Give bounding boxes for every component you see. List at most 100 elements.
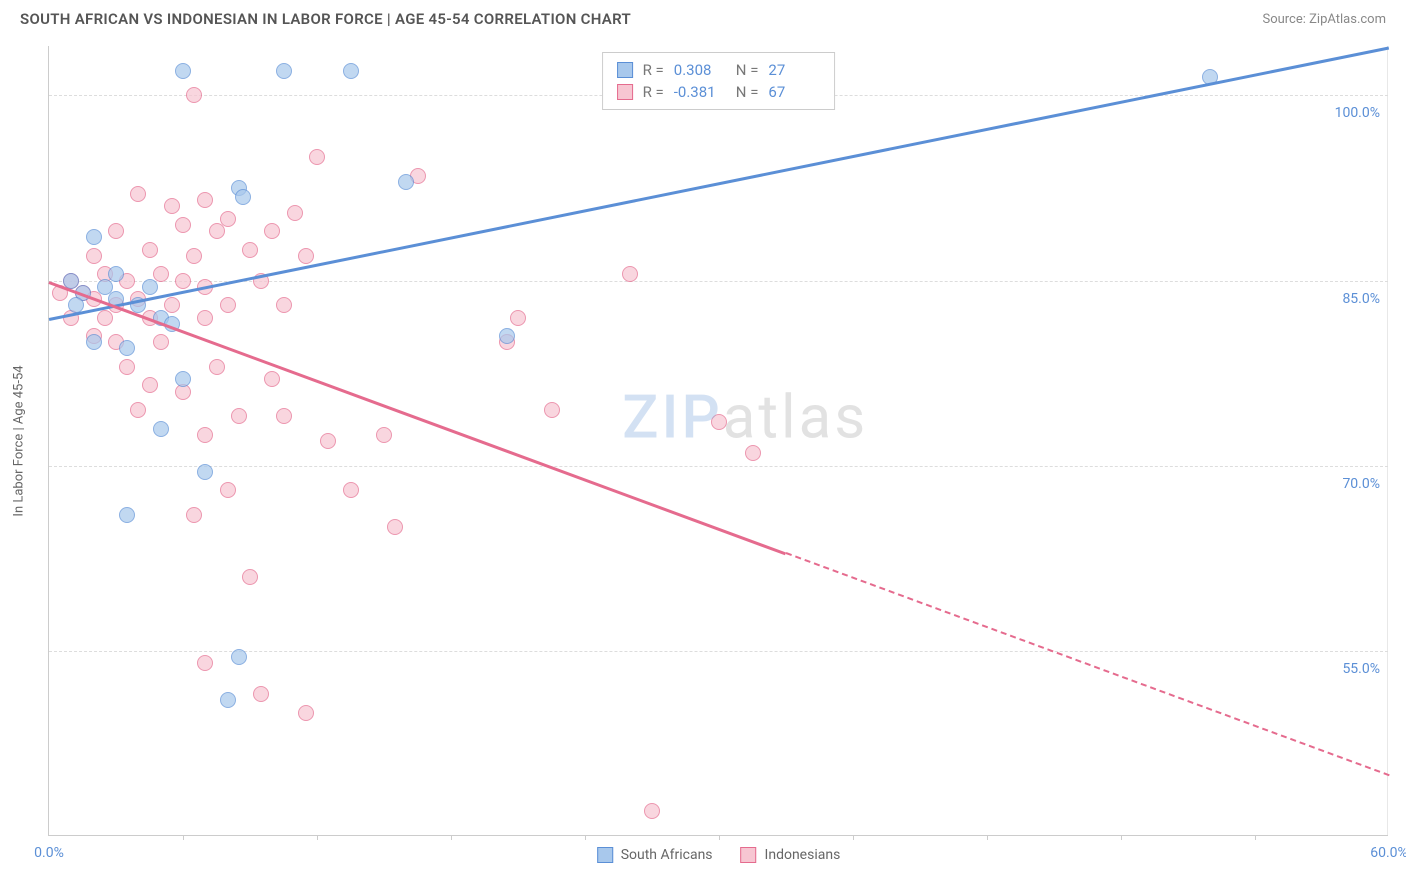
y-tick-label: 70.0% [1342, 476, 1380, 492]
right-border [1387, 46, 1388, 835]
scatter-point-indonesians [287, 205, 303, 221]
scatter-point-indonesians [220, 482, 236, 498]
scatter-point-indonesians [387, 519, 403, 535]
stats-row-south-africans: R = 0.308 N = 27 [617, 59, 821, 81]
x-minor-tick [585, 835, 586, 840]
grid-line [49, 281, 1388, 282]
scatter-point-indonesians [644, 803, 660, 819]
trend-line-extrapolated [786, 552, 1390, 776]
chart-plot-area: 100.0%85.0%70.0%55.0% ZIPatlas In Labor … [48, 46, 1388, 836]
scatter-point-indonesians [376, 427, 392, 443]
scatter-point-indonesians [242, 242, 258, 258]
swatch-south-africans [617, 62, 633, 78]
scatter-point-indonesians [209, 223, 225, 239]
scatter-point-indonesians [175, 273, 191, 289]
grid-line [49, 466, 1388, 467]
y-tick-label: 85.0% [1342, 291, 1380, 307]
scatter-point-south_africans [231, 649, 247, 665]
scatter-point-south_africans [398, 174, 414, 190]
scatter-point-indonesians [197, 655, 213, 671]
legend-item-indonesians: Indonesians [741, 847, 841, 863]
scatter-point-south_africans [86, 334, 102, 350]
scatter-point-south_africans [220, 692, 236, 708]
legend-swatch-indonesians [741, 847, 757, 863]
scatter-point-south_africans [499, 328, 515, 344]
chart-header: SOUTH AFRICAN VS INDONESIAN IN LABOR FOR… [0, 0, 1406, 34]
y-axis-label: In Labor Force | Age 45-54 [12, 365, 27, 516]
scatter-point-indonesians [130, 402, 146, 418]
scatter-point-indonesians [343, 482, 359, 498]
scatter-point-indonesians [153, 334, 169, 350]
scatter-point-indonesians [130, 186, 146, 202]
chart-title: SOUTH AFRICAN VS INDONESIAN IN LABOR FOR… [20, 10, 631, 28]
scatter-point-indonesians [622, 266, 638, 282]
y-tick-label: 55.0% [1342, 661, 1380, 677]
scatter-point-indonesians [197, 310, 213, 326]
scatter-point-indonesians [197, 192, 213, 208]
scatter-point-south_africans [119, 507, 135, 523]
scatter-point-south_africans [175, 371, 191, 387]
scatter-point-indonesians [164, 297, 180, 313]
scatter-point-indonesians [119, 359, 135, 375]
scatter-point-indonesians [510, 310, 526, 326]
scatter-point-south_africans [175, 63, 191, 79]
scatter-point-indonesians [264, 223, 280, 239]
watermark: ZIPatlas [622, 381, 868, 452]
scatter-point-indonesians [209, 359, 225, 375]
stats-row-indonesians: R = -0.381 N = 67 [617, 81, 821, 103]
scatter-point-indonesians [186, 87, 202, 103]
scatter-point-indonesians [242, 569, 258, 585]
scatter-point-indonesians [231, 408, 247, 424]
scatter-point-south_africans [108, 266, 124, 282]
scatter-point-south_africans [142, 279, 158, 295]
scatter-point-indonesians [175, 217, 191, 233]
scatter-point-south_africans [153, 421, 169, 437]
scatter-point-indonesians [97, 310, 113, 326]
grid-line [49, 651, 1388, 652]
x-minor-tick [1121, 835, 1122, 840]
scatter-point-indonesians [186, 507, 202, 523]
x-minor-tick [183, 835, 184, 840]
legend-swatch-south-africans [597, 847, 613, 863]
x-minor-tick [317, 835, 318, 840]
x-minor-tick [719, 835, 720, 840]
scatter-point-indonesians [276, 297, 292, 313]
scatter-point-indonesians [164, 198, 180, 214]
scatter-point-indonesians [745, 445, 761, 461]
scatter-point-south_africans [86, 229, 102, 245]
scatter-point-indonesians [108, 223, 124, 239]
scatter-point-indonesians [220, 297, 236, 313]
x-tick-label: 60.0% [1370, 845, 1406, 861]
correlation-stats-box: R = 0.308 N = 27 R = -0.381 N = 67 [602, 52, 836, 110]
scatter-point-indonesians [197, 427, 213, 443]
legend: South Africans Indonesians [597, 847, 841, 863]
trend-line [49, 281, 787, 555]
scatter-point-indonesians [298, 705, 314, 721]
x-minor-tick [853, 835, 854, 840]
scatter-point-south_africans [343, 63, 359, 79]
scatter-point-south_africans [235, 189, 251, 205]
scatter-point-indonesians [186, 248, 202, 264]
x-minor-tick [451, 835, 452, 840]
scatter-point-indonesians [276, 408, 292, 424]
scatter-point-indonesians [142, 377, 158, 393]
scatter-point-indonesians [253, 686, 269, 702]
swatch-indonesians [617, 84, 633, 100]
scatter-point-south_africans [119, 340, 135, 356]
y-tick-label: 100.0% [1335, 105, 1380, 121]
scatter-point-indonesians [711, 414, 727, 430]
legend-label: South Africans [621, 847, 713, 863]
scatter-point-indonesians [142, 242, 158, 258]
chart-source: Source: ZipAtlas.com [1262, 12, 1386, 27]
scatter-point-indonesians [320, 433, 336, 449]
scatter-point-indonesians [544, 402, 560, 418]
x-minor-tick [987, 835, 988, 840]
x-tick-label: 0.0% [34, 845, 64, 861]
legend-item-south-africans: South Africans [597, 847, 713, 863]
scatter-point-south_africans [276, 63, 292, 79]
scatter-point-indonesians [309, 149, 325, 165]
x-minor-tick [1255, 835, 1256, 840]
legend-label: Indonesians [765, 847, 841, 863]
scatter-point-indonesians [264, 371, 280, 387]
scatter-point-south_africans [197, 464, 213, 480]
